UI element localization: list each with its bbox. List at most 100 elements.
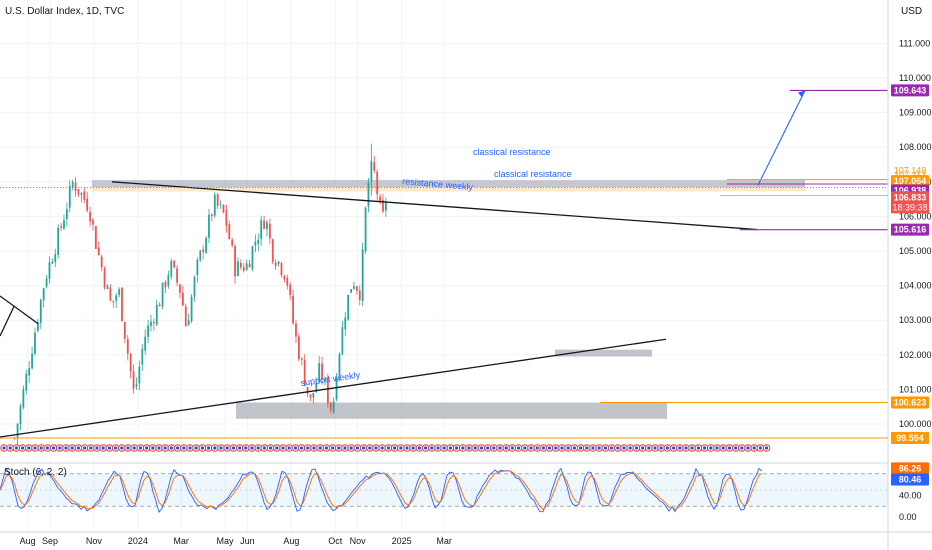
event-marker[interactable] [707,444,715,452]
event-marker[interactable] [657,444,666,452]
event-marker[interactable] [694,444,703,452]
event-marker[interactable] [527,444,535,452]
event-marker[interactable] [372,444,380,452]
event-marker[interactable] [738,444,746,452]
event-marker[interactable] [322,444,331,452]
event-marker[interactable] [37,444,46,452]
event-marker[interactable] [248,444,256,452]
event-marker[interactable] [118,444,126,452]
event-marker[interactable] [155,444,163,452]
event-marker[interactable] [403,444,411,452]
event-marker[interactable] [0,444,8,452]
event-marker[interactable] [583,444,591,452]
event-marker[interactable] [273,444,281,452]
event-marker[interactable] [25,444,33,452]
event-marker[interactable] [198,444,207,452]
event-marker[interactable] [539,444,548,452]
event-marker[interactable] [6,444,14,452]
event-marker[interactable] [645,444,653,452]
event-marker[interactable] [421,444,430,452]
tag-target[interactable]: 109.643 [891,84,929,97]
event-marker[interactable] [700,444,709,452]
event-marker[interactable] [99,444,107,452]
event-marker[interactable] [744,444,752,452]
event-marker[interactable] [663,444,672,452]
event-marker[interactable] [142,444,151,452]
event-marker[interactable] [260,444,269,452]
event-marker[interactable] [762,444,771,452]
event-marker[interactable] [149,444,157,452]
event-marker[interactable] [626,444,635,452]
event-marker[interactable] [310,444,318,452]
event-marker[interactable] [483,444,492,452]
event-marker[interactable] [80,444,89,452]
event-marker[interactable] [87,444,95,452]
event-marker[interactable] [428,444,436,452]
event-marker[interactable] [576,444,585,452]
event-marker[interactable] [173,444,182,452]
event-marker[interactable] [750,444,759,452]
event-marker[interactable] [124,444,132,452]
event-marker[interactable] [601,444,610,452]
event-marker[interactable] [607,444,616,452]
event-marker[interactable] [719,444,728,452]
event-marker[interactable] [161,444,169,452]
event-marker[interactable] [682,444,690,452]
event-marker[interactable] [229,444,238,452]
event-marker[interactable] [366,444,374,452]
event-marker[interactable] [521,444,529,452]
event-marker[interactable] [74,444,83,452]
event-marker[interactable] [130,444,138,452]
event-marker[interactable] [570,444,579,452]
event-marker[interactable] [186,444,194,452]
event-marker[interactable] [335,444,343,452]
event-marker[interactable] [341,444,349,452]
event-marker[interactable] [514,444,523,452]
event-marker[interactable] [304,444,312,452]
event-marker[interactable] [490,444,498,452]
event-marker[interactable] [409,444,418,452]
event-marker[interactable] [223,444,231,452]
event-marker[interactable] [242,444,250,452]
event-marker[interactable] [397,444,405,452]
event-marker[interactable] [632,444,641,452]
event-marker[interactable] [266,444,275,452]
event-marker[interactable] [434,444,442,452]
event-marker[interactable] [254,444,263,452]
event-marker[interactable] [545,444,554,452]
event-marker[interactable] [279,444,287,452]
tag-stoch-k[interactable]: 86.26 [891,462,929,475]
event-marker[interactable] [533,444,542,452]
event-marker[interactable] [669,444,678,452]
event-marker[interactable] [595,444,604,452]
event-marker[interactable] [552,444,560,452]
event-marker[interactable] [316,444,325,452]
event-marker[interactable] [347,444,356,452]
event-marker[interactable] [49,444,58,452]
event-marker[interactable] [136,444,145,452]
tag-107-064[interactable]: 107.064 [891,175,929,188]
tag-99-594[interactable]: 99.594 [891,432,929,445]
event-marker[interactable] [638,444,647,452]
event-marker[interactable] [211,444,219,452]
event-marker[interactable] [688,444,697,452]
event-marker[interactable] [68,444,76,452]
event-marker[interactable] [713,444,721,452]
tag-stoch-d[interactable]: 80.46 [891,473,929,486]
event-marker[interactable] [496,444,504,452]
event-marker[interactable] [12,444,21,452]
event-marker[interactable] [651,444,659,452]
event-marker[interactable] [31,444,39,452]
event-marker[interactable] [558,444,566,452]
event-marker[interactable] [93,444,101,452]
event-marker[interactable] [180,444,188,452]
event-marker[interactable] [502,444,511,452]
event-marker[interactable] [465,444,473,452]
event-marker[interactable] [18,444,27,452]
event-marker[interactable] [446,444,455,452]
event-marker[interactable] [440,444,449,452]
event-marker[interactable] [297,444,306,452]
event-marker[interactable] [328,444,337,452]
